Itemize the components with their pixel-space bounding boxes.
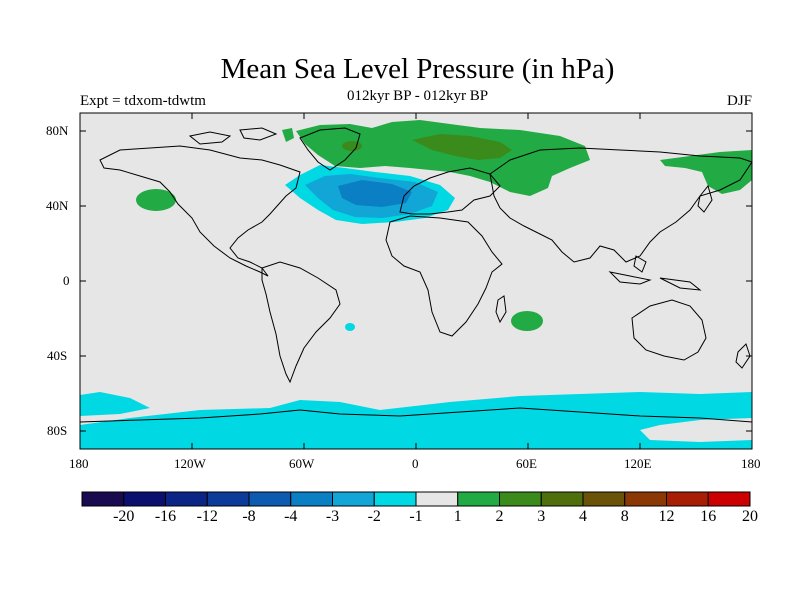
south-atlantic-blip [345,323,355,331]
lon-label-0: 0 [412,456,419,471]
lon-label-120e: 120E [624,456,652,471]
colorbar-box [666,491,709,507]
colorbar-label: -20 [113,508,135,525]
colorbar-label: 1 [453,508,462,525]
colorbar-label: -16 [154,508,177,525]
lat-label-80s: 80S [47,423,68,438]
lon-ticks [79,113,753,449]
lon-label-60w: 60W [289,456,315,471]
colorbar-label: -2 [367,508,381,525]
colorbar-box [290,491,333,507]
north-pacific-high [136,189,176,211]
colorbar-box [457,491,500,507]
coast-australia [631,299,707,361]
coast-europe [399,167,501,215]
colorbar-box [707,491,751,507]
colorbar-label: -4 [284,508,298,525]
eurasia-arctic-high [296,120,590,196]
coast-africa [385,215,503,337]
coast-indonesia [608,255,702,291]
colorbar-box [123,491,166,507]
lat-label-40n: 40N [46,198,69,213]
colorbar-label: -8 [242,508,256,525]
colorbar-box [582,491,626,507]
colorbar-box [499,491,542,507]
east-asia-high [660,150,752,194]
coastlines [80,127,752,423]
colorbar-label: 8 [620,508,629,525]
arctic-small-high [282,128,294,142]
southern-ocean-band [80,392,752,449]
coast-antarctica [80,407,752,423]
experiment-label: Expt = tdxom-tdwtm [80,93,206,109]
colorbar-label: 16 [700,508,717,525]
chart-subtitle: 012kyr BP - 012kyr BP [346,88,489,104]
colorbar-box [81,491,125,507]
colorbar-box [624,491,667,507]
north-atlantic-low-center [338,180,412,207]
colorbar [81,491,751,507]
arctic-high-core-west [342,141,362,151]
coast-asia [489,147,752,263]
lon-label-120w: 120W [174,456,206,471]
colorbar-label: 20 [742,508,758,525]
colorbar-box [415,491,459,507]
colorbar-box [248,491,292,507]
coast-north-america [99,145,301,277]
colorbar-label: 12 [658,508,675,525]
lon-label-180w: 180 [69,456,89,471]
coast-south-america [261,261,341,384]
coast-madagascar [495,295,507,324]
colorbar-box [373,491,417,507]
lat-label-80n: 80N [46,123,69,138]
colorbar-label: 3 [537,508,546,525]
colorbar-label: -1 [409,508,423,525]
south-indian-high [511,311,543,331]
lon-label-180e: 180 [741,456,761,471]
coast-japan [697,184,713,213]
colorbar-label: 4 [579,508,587,525]
lat-ticks [80,130,752,432]
colorbar-label: -12 [196,508,218,525]
colorbar-box [165,491,208,507]
colorbar-box [540,491,584,507]
lat-label-40s: 40S [47,348,68,363]
coast-greenland [299,127,361,171]
colorbar-box [332,491,375,507]
coast-new-zealand [735,343,751,369]
colorbar-label: 2 [495,508,504,525]
colorbar-box [206,491,250,507]
coast-arctic-islands [188,127,278,145]
season-label: DJF [726,93,752,109]
chart-title: Mean Sea Level Pressure (in hPa) [220,53,615,85]
lon-label-60e: 60E [516,456,537,471]
pressure-anomaly-field [80,120,752,449]
lat-label-0: 0 [63,273,70,288]
colorbar-label: -3 [325,508,340,525]
eurasia-arctic-high-core [412,134,512,160]
